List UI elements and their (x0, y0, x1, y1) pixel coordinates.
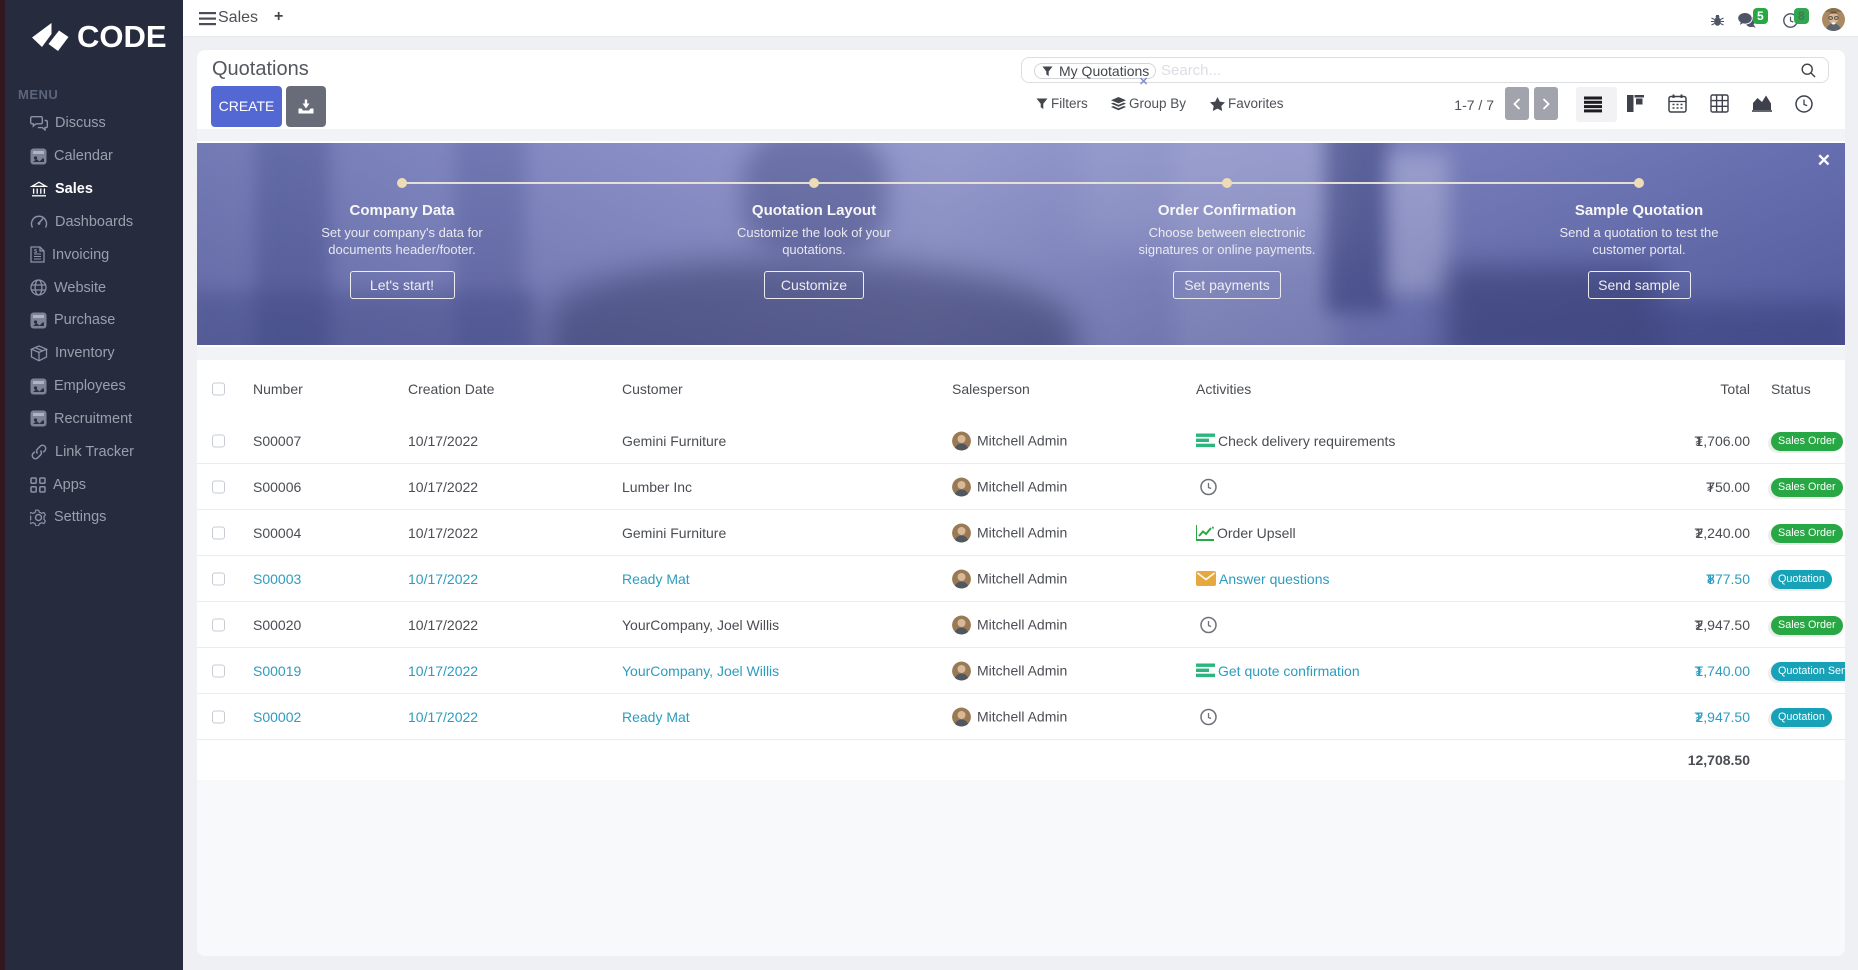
svg-text:$: $ (34, 249, 37, 255)
